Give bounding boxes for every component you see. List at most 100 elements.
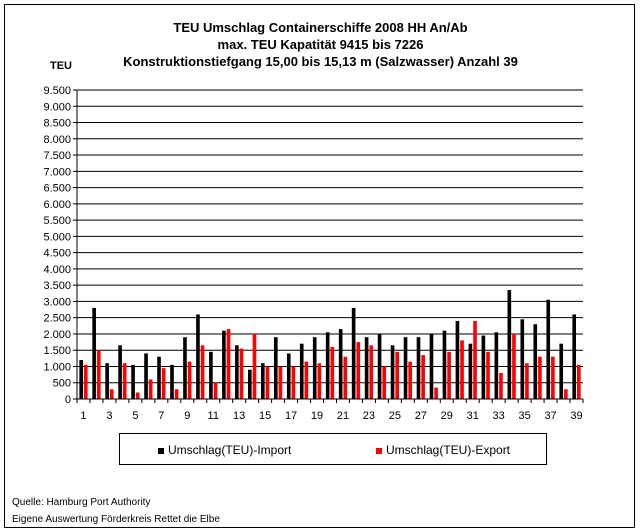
y-tick-label: 5.000	[43, 231, 71, 243]
bar-export	[148, 379, 153, 399]
bar-import	[209, 351, 213, 399]
bar-import	[286, 353, 291, 399]
bar-export	[395, 351, 400, 399]
bar-import	[507, 290, 512, 399]
y-tick-label: 2.500	[43, 313, 71, 325]
bar-import	[312, 337, 317, 399]
bar-import	[79, 359, 83, 399]
x-tick-label: 33	[493, 410, 505, 422]
bar-export	[96, 350, 101, 399]
bar-export	[356, 342, 361, 399]
bar-export	[447, 351, 451, 399]
legend-item-import: Umschlag(TEU)-Import	[158, 443, 291, 457]
legend-swatch-export	[376, 447, 382, 454]
bar-export	[473, 320, 477, 399]
bar-export	[499, 372, 503, 399]
x-tick-label: 37	[544, 410, 556, 422]
bar-export	[252, 333, 257, 399]
bar-import	[273, 337, 278, 399]
bar-export	[577, 364, 581, 399]
y-tick-label: 4.000	[43, 264, 71, 276]
y-tick-label: 0	[65, 394, 71, 406]
x-tick-label: 23	[363, 410, 375, 422]
x-tick-label: 31	[467, 410, 479, 422]
bar-export	[486, 351, 490, 399]
y-tick-label: 1.000	[43, 361, 71, 373]
y-tick-label: 3.500	[43, 280, 71, 292]
bar-export	[525, 363, 529, 399]
y-tick-label: 6.000	[43, 199, 71, 211]
x-tick-label: 11	[208, 410, 219, 422]
x-tick-label: 19	[311, 410, 323, 422]
bar-export	[213, 382, 218, 399]
bar-import	[183, 337, 187, 399]
chart-title: TEU Umschlag Containerschiffe 2008 HH An…	[173, 20, 468, 35]
bar-import	[455, 320, 460, 399]
x-tick-label: 35	[518, 410, 530, 422]
bar-import	[144, 353, 148, 399]
y-tick-label: 9.000	[43, 101, 71, 113]
bar-export	[278, 366, 283, 399]
bar-import	[105, 363, 109, 399]
legend-item-export: Umschlag(TEU)-Export	[376, 443, 510, 457]
y-tick-label: 8.500	[43, 118, 71, 130]
bar-export	[226, 329, 231, 399]
bar-import	[235, 345, 239, 399]
bar-export	[512, 333, 516, 399]
legend: Umschlag(TEU)-Import Umschlag(TEU)-Expor…	[119, 433, 547, 465]
y-tick-label: 7.500	[43, 150, 71, 162]
chart-subtitle-1: max. TEU Kapatität 9415 bis 7226	[217, 37, 424, 52]
bar-import	[170, 364, 174, 399]
bar-import	[481, 335, 486, 399]
bar-export	[239, 348, 244, 399]
bar-import	[494, 332, 499, 399]
x-tick-label: 25	[389, 410, 401, 422]
y-tick-label: 7.000	[43, 166, 71, 178]
bar-import	[118, 345, 122, 399]
footer-credit: Eigene Auswertung Förderkreis Rettet die…	[12, 514, 220, 525]
y-tick-label: 500	[53, 378, 71, 390]
bar-export	[161, 368, 166, 399]
x-tick-label: 39	[570, 410, 582, 422]
x-tick-label: 21	[337, 410, 349, 422]
bar-export	[135, 392, 140, 399]
bar-import	[325, 332, 330, 399]
bar-import	[351, 307, 356, 399]
bar-export	[369, 345, 374, 399]
legend-label-import: Umschlag(TEU)-Import	[168, 443, 292, 457]
bar-import	[416, 337, 421, 399]
bar-export	[343, 356, 348, 399]
bar-export	[304, 361, 309, 399]
chart-subtitle-2: Konstruktionstiefgang 15,00 bis 15,13 m …	[123, 54, 518, 69]
bar-export	[122, 363, 127, 399]
bar-import	[377, 333, 382, 399]
y-tick-label: 3.000	[43, 296, 71, 308]
bar-import	[390, 345, 395, 399]
bar-import	[429, 333, 434, 399]
x-tick-label: 15	[259, 410, 271, 422]
legend-label-export: Umschlag(TEU)-Export	[386, 443, 511, 457]
bar-export	[109, 389, 114, 399]
bar-import	[572, 314, 577, 399]
bar-export	[187, 361, 192, 399]
x-tick-label: 17	[285, 410, 297, 422]
bar-import	[157, 356, 161, 399]
y-tick-label: 8.000	[43, 134, 71, 146]
bar-export	[434, 387, 438, 399]
bar-export	[200, 345, 205, 399]
x-tick-label: 13	[233, 410, 245, 422]
bar-import	[364, 337, 369, 399]
bar-chart: 0 500 1.000 1.500 2.000 2.500 3.000 3.500 4.000 4…	[43, 85, 584, 422]
legend-swatch-import	[158, 447, 164, 454]
x-tick-label: 27	[415, 410, 427, 422]
x-tick-label: 1	[80, 410, 86, 422]
y-tick-label: 6.500	[43, 183, 71, 195]
bar-export	[317, 363, 322, 399]
bar-import	[260, 363, 265, 399]
bar-import	[338, 329, 343, 399]
bar-import	[520, 319, 525, 399]
x-tick-label: 9	[184, 410, 190, 422]
bar-import	[533, 324, 538, 399]
bar-export	[538, 356, 542, 399]
bar-import	[403, 337, 408, 399]
